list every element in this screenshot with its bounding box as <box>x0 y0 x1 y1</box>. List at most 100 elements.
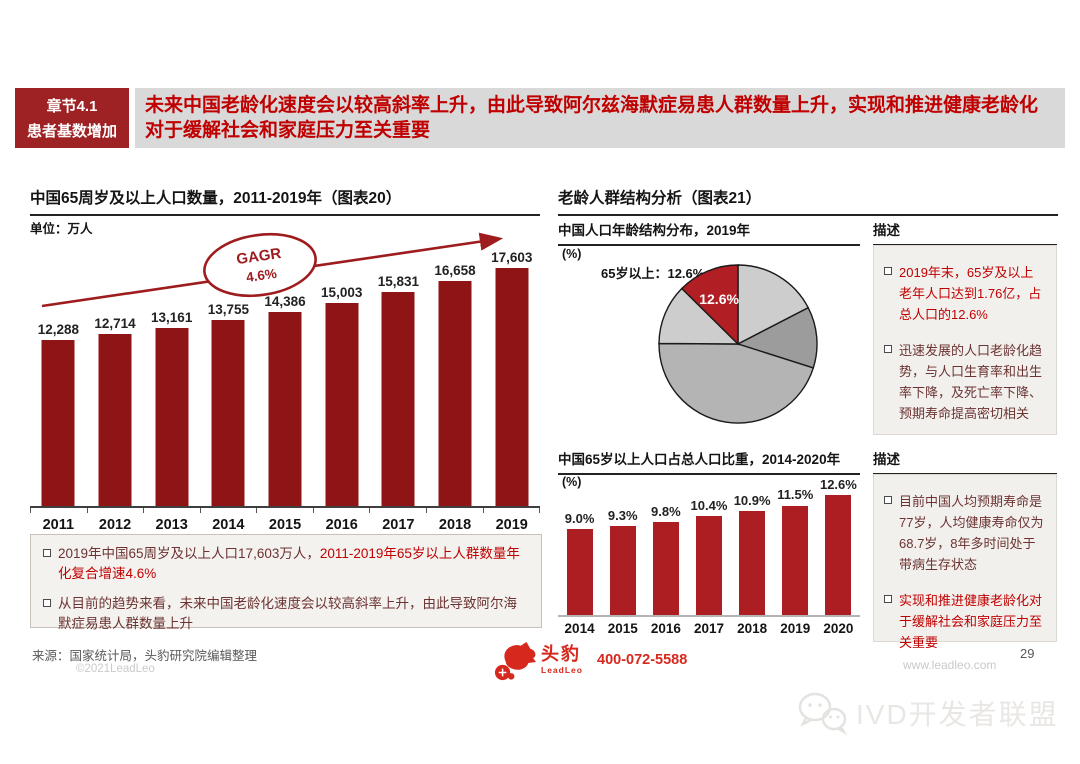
x-axis-tick-label: 2020 <box>823 621 854 636</box>
bullet-text: 实现和推进健康老龄化对于缓解社会和家庭压力至关重要 <box>899 593 1043 651</box>
key-takeaways-box: 2019年中国65周岁及以上人口17,603万人，2011-2019年65岁以上… <box>30 534 542 631</box>
x-axis-tick-label: 2012 <box>98 517 132 533</box>
pie-slice-label: 12.6% <box>699 291 739 307</box>
wechat-icon <box>798 692 848 736</box>
description-top-box: 2019年末，65岁及以上老年人口达到1.76亿，占总人口的12.6% 迅速发展的… <box>873 245 1057 435</box>
bar <box>495 268 529 506</box>
section-name: 患者基数增加 <box>26 123 117 140</box>
bar <box>695 516 722 615</box>
bullet-text: 2019年中国65周岁及以上人口17,603万人，2011-2019年65岁以上… <box>58 546 520 582</box>
pie-callout-label: 65岁以上：12.6% <box>601 266 705 281</box>
bullet-item: 2019年末，65岁及以上老年人口达到1.76亿，占总人口的12.6% <box>884 262 1046 325</box>
bar <box>782 505 809 615</box>
copyright-note: ©2021LeadLeo <box>76 663 155 675</box>
bar <box>211 320 245 506</box>
bar-value-label: 9.3% <box>607 508 638 524</box>
bullet-square-icon <box>884 267 892 275</box>
bar <box>381 292 415 506</box>
bar <box>609 526 636 615</box>
brand-name-cn: 头豹 <box>541 644 581 664</box>
description-bottom-box: 目前中国人均预期寿命是77岁，人均健康寿命仅为68.7岁，8年多时间处于带病生存… <box>873 474 1057 650</box>
x-axis-tick-label: 2014 <box>212 517 245 533</box>
pie-chart-unit-label: (%) <box>562 247 582 261</box>
bullet-square-icon <box>43 598 51 607</box>
share-bar-chart: 9.0% 9.3% 9.8% 10.4% 10.9% 11.5% 12.6% 2014 2015… <box>558 477 860 636</box>
x-axis-tick-label: 2018 <box>737 621 768 636</box>
bar-value-label: 12,714 <box>94 316 136 332</box>
bar-value-label: 12,288 <box>37 321 79 337</box>
age-structure-pie-chart: 12.6% <box>658 264 818 424</box>
bar-value-label: 9.0% <box>564 511 595 527</box>
share-chart-title: 中国65岁以上人口占总人口比重，2014-2020年 <box>558 448 860 475</box>
bullet-item: 迅速发展的人口老龄化趋势，与人口生育率和出生率下降，及死亡率下降、预期寿命提高密… <box>884 340 1046 424</box>
bullet-square-icon <box>884 595 892 604</box>
headline-text: 未来中国老龄化速度会以较高斜率上升，由此导致阿尔兹海默症易患人群数量上升，实现和… <box>145 95 1039 141</box>
x-axis-tick-label: 2011 <box>42 517 75 533</box>
pie-slice <box>680 264 739 346</box>
bar <box>566 529 593 615</box>
x-axis-tick-label: 2017 <box>693 621 725 636</box>
bullet-item: 目前中国人均预期寿命是77岁，人均健康寿命仅为68.7岁，8年多时间处于带病生存… <box>884 491 1046 575</box>
page-number: 29 <box>1020 646 1035 661</box>
bullet-square-icon <box>43 549 51 557</box>
pie-slice <box>658 342 815 424</box>
watermark: IVD开发者联盟 <box>795 690 1059 736</box>
bullet-text: 目前中国人均预期寿命是77岁，人均健康寿命仅为68.7岁，8年多时间处于带病生存… <box>899 494 1044 573</box>
bar-value-label: 13,161 <box>151 310 193 326</box>
bullet-item: 2019年中国65周岁及以上人口17,603万人，2011-2019年65岁以上… <box>43 544 529 585</box>
website-url: www.leadleo.com <box>903 658 997 672</box>
bar-value-label: 9.8% <box>651 503 681 519</box>
bullet-text: 迅速发展的人口老龄化趋势，与人口生育率和出生率下降，及死亡率下降、预期寿命提高密… <box>899 343 1043 422</box>
bar <box>41 339 75 506</box>
x-axis-tick-label: 2014 <box>564 621 595 636</box>
description-bottom-title: 描述 <box>873 448 1057 475</box>
bar <box>438 280 472 506</box>
bullet-square-icon <box>884 345 892 354</box>
x-axis-tick-label: 2016 <box>650 621 681 636</box>
bar-value-label: 10.9% <box>733 493 771 509</box>
bullet-text: 2019年末，65岁及以上老年人口达到1.76亿，占总人口的12.6% <box>899 265 1042 323</box>
bullet-square-icon <box>884 496 892 504</box>
bullet-text: 从目前的趋势来看，未来中国老龄化速度会以较高斜率上升，由此导致阿尔海默症易患人群… <box>58 595 517 631</box>
left-chart-title: 中国65周岁及以上人口数量，2011-2019年（图表20） <box>30 186 540 216</box>
bar-value-label: 11.5% <box>777 487 814 503</box>
pie-slice <box>658 287 740 345</box>
bar-value-label: 12.6% <box>819 477 857 492</box>
x-axis-tick-label: 2016 <box>325 517 358 533</box>
x-axis-tick-label: 2015 <box>268 517 302 533</box>
bullet-item: 从目前的趋势来看，未来中国老龄化速度会以较高斜率上升，由此导致阿尔海默症易患人群… <box>43 594 529 635</box>
bar <box>325 303 359 506</box>
left-chart-unit-label: 单位：万人 <box>30 222 93 236</box>
bar-value-label: 17,603 <box>491 250 533 265</box>
headline-banner: 未来中国老龄化速度会以较高斜率上升，由此导致阿尔兹海默症易患人群数量上升，实现和… <box>135 88 1065 148</box>
watermark-text: IVD开发者联盟 <box>856 699 1059 730</box>
x-axis-tick-label: 2019 <box>780 621 811 636</box>
brand-wordmark: 头豹 LeadLeo <box>541 645 583 675</box>
bar-value-label: 10.4% <box>690 497 728 513</box>
bar <box>739 511 766 615</box>
x-axis-tick-label: 2015 <box>607 621 638 636</box>
section-number: 章节4.1 <box>46 98 98 115</box>
x-axis-tick-label: 2017 <box>382 517 415 533</box>
section-tab: 章节4.1 患者基数增加 <box>15 88 129 148</box>
pie-slice <box>736 306 818 369</box>
x-axis-tick-label: 2019 <box>495 517 528 533</box>
bar <box>825 495 852 615</box>
bar <box>652 521 679 615</box>
bar <box>155 328 189 506</box>
bullet-item: 实现和推进健康老龄化对于缓解社会和家庭压力至关重要 <box>884 590 1046 653</box>
pie-slice <box>737 264 810 346</box>
population-bar-chart: 12,288 12,714 13,161 13,755 14,386 15,003 15,8… <box>30 235 540 533</box>
phone-number: 400-072-5588 <box>597 652 688 668</box>
pie-chart-title: 中国人口年龄结构分布，2019年 <box>558 219 860 246</box>
description-top-title: 描述 <box>873 219 1057 246</box>
leadleo-leopard-logo-icon <box>494 641 536 681</box>
right-section-title: 老龄人群结构分析（图表21） <box>558 186 1058 216</box>
bar <box>98 334 132 506</box>
source-note: 来源：国家统计局，头豹研究院编辑整理 <box>32 649 258 663</box>
bar <box>268 311 302 506</box>
share-chart-unit-label: (%) <box>562 475 582 489</box>
brand-name-en: LeadLeo <box>541 665 583 675</box>
x-axis-tick-label: 2013 <box>155 517 188 533</box>
